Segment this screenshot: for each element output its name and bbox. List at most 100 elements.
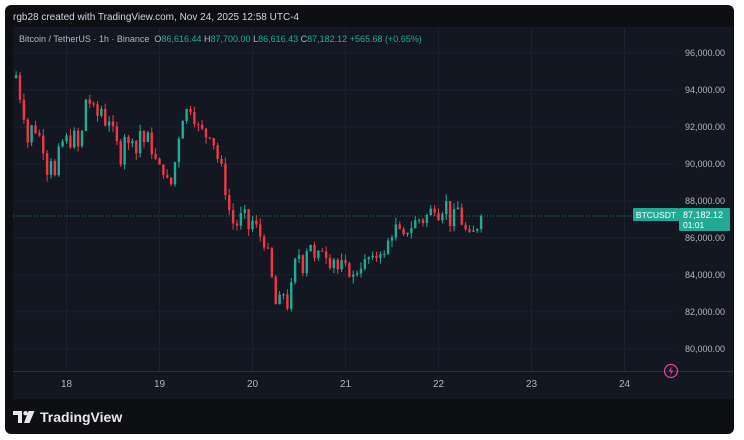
price-tick-label: 90,000.00 — [685, 159, 725, 169]
price-tick-label: 84,000.00 — [685, 270, 725, 280]
open-value: 86,616.44 — [161, 34, 202, 44]
candle-body — [270, 248, 274, 277]
candle-body — [406, 232, 409, 235]
time-tick-label: 20 — [247, 379, 259, 390]
candle-body — [80, 131, 84, 147]
candle-body — [355, 273, 359, 275]
candle-body — [76, 130, 80, 147]
candle-body — [224, 163, 227, 196]
candle-body — [394, 224, 398, 238]
candle-body — [119, 141, 122, 165]
candle-body — [42, 135, 45, 154]
candle-body — [398, 224, 401, 229]
candle-body — [177, 138, 181, 163]
time-tick-label: 18 — [61, 379, 73, 390]
candle-body — [135, 140, 138, 154]
candle-body — [476, 229, 479, 231]
symbol-tag-text: BTCUSDT — [636, 210, 676, 220]
candle-body — [100, 108, 103, 116]
candle-body — [111, 121, 115, 127]
high-value: 87,700.00 — [210, 34, 251, 44]
change-value: +565.68 (+0.65%) — [349, 34, 422, 44]
candle-body — [324, 251, 328, 258]
price-tag — [679, 207, 730, 231]
candle-body — [402, 228, 405, 235]
candle-body — [456, 207, 460, 210]
lightning-badge-icon[interactable] — [663, 363, 679, 379]
candle-body — [425, 215, 429, 223]
time-tick-label: 22 — [433, 379, 445, 390]
symbol-tag — [633, 207, 679, 221]
candle-body — [452, 209, 456, 227]
candle-body — [57, 146, 60, 176]
candle-body — [363, 259, 367, 269]
time-tick-label: 21 — [340, 379, 352, 390]
candle-body — [255, 220, 258, 225]
symbol-title[interactable]: Bitcoin / TetherUS · 1h · Binance — [19, 34, 150, 44]
candle-body — [231, 210, 235, 224]
candle-body — [460, 207, 463, 225]
candle-body — [154, 154, 157, 159]
candle-body — [69, 135, 72, 148]
candle-body — [301, 255, 305, 274]
ohlc-legend: Bitcoin / TetherUS · 1h · Binance O86,61… — [19, 34, 422, 44]
price-tick-label: 82,000.00 — [685, 307, 725, 317]
candle-body — [344, 260, 347, 264]
candle-body — [340, 260, 343, 270]
candle-body — [464, 224, 467, 230]
candle-body — [262, 236, 266, 248]
candle-body — [96, 104, 99, 116]
tradingview-branding[interactable]: TradingView — [13, 405, 122, 429]
price-tick-label: 86,000.00 — [685, 233, 725, 243]
candle-body — [359, 268, 363, 274]
low-value: 86,616.43 — [258, 34, 299, 44]
candle-body — [305, 251, 308, 274]
price-tick-label: 92,000.00 — [685, 122, 725, 132]
candle-body — [45, 153, 49, 175]
candle-body — [479, 215, 483, 230]
price-tick-label: 96,000.00 — [685, 48, 725, 58]
candle-body — [38, 133, 41, 136]
candle-body — [162, 164, 165, 176]
candle-body — [193, 111, 196, 125]
candle-body — [34, 125, 37, 134]
candle-body — [88, 99, 91, 104]
price-tag-value: 87,182.12 — [683, 210, 723, 220]
candle-body — [169, 177, 173, 185]
candle-body — [437, 212, 440, 221]
candle-body — [352, 274, 355, 277]
candle-body — [297, 255, 301, 259]
candle-body — [468, 229, 471, 232]
candle-body — [166, 175, 169, 178]
candle-body — [73, 130, 76, 148]
candlestick-chart-svg[interactable]: 96,000.00 94,000.00 92,000.00 90,000.00 88,0… — [13, 27, 733, 399]
candle-body — [115, 126, 119, 142]
candle-body — [200, 124, 204, 129]
candle-body — [173, 162, 177, 185]
candle-body — [348, 263, 351, 277]
candle-body — [22, 99, 26, 120]
candle-body — [390, 237, 394, 241]
price-tick-label: 88,000.00 — [685, 196, 725, 206]
candle-body — [181, 120, 184, 139]
candle-body — [290, 282, 293, 309]
candle-body — [386, 240, 390, 255]
price-tick-label: 80,000.00 — [685, 344, 725, 354]
candle-body — [332, 259, 336, 269]
candle-body — [448, 201, 452, 227]
candle-body — [104, 108, 107, 126]
candle-body — [286, 294, 289, 309]
candle-body — [417, 219, 421, 221]
price-chart[interactable]: 96,000.00 94,000.00 92,000.00 90,000.00 88,0… — [13, 27, 733, 399]
candle-body — [375, 255, 378, 258]
candle-body — [282, 294, 285, 296]
candle-body — [30, 125, 33, 143]
attribution-text: rgb28 created with TradingView.com, Nov … — [13, 12, 300, 23]
candle-body — [146, 132, 150, 142]
candle-body — [317, 250, 320, 258]
candle-body — [216, 145, 219, 159]
candle-body — [371, 255, 374, 258]
candle-body — [383, 254, 386, 256]
candle-body — [247, 209, 250, 230]
candle-body — [220, 158, 223, 164]
